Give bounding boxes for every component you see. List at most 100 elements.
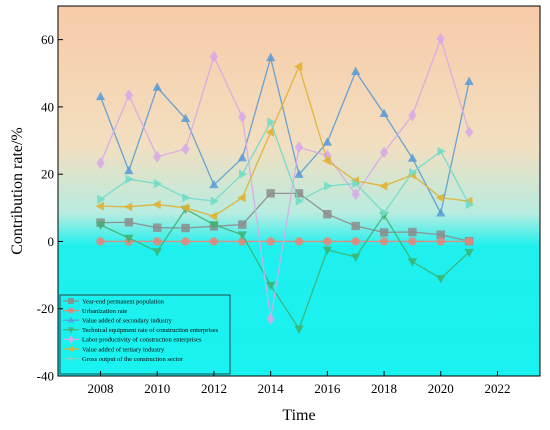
series-5 — [95, 61, 473, 221]
series-line — [100, 64, 470, 217]
data-point — [266, 237, 275, 246]
data-point — [181, 143, 190, 155]
data-point — [436, 237, 445, 246]
data-point — [209, 50, 219, 63]
x-tick-label: 2022 — [484, 381, 510, 396]
data-point — [379, 237, 389, 246]
data-point — [266, 52, 276, 62]
data-point — [351, 66, 361, 75]
data-point — [152, 199, 161, 210]
data-point — [352, 178, 361, 189]
data-point — [96, 237, 105, 246]
data-point — [152, 248, 162, 257]
legend-label: Technical equipment rate of construction… — [82, 327, 219, 334]
data-point — [266, 281, 276, 291]
series-line — [99, 36, 470, 319]
legend-marker — [68, 307, 74, 314]
legend-item: Gross output of the construction sector — [63, 355, 184, 363]
data-point — [208, 211, 218, 221]
x-tick-label: 2014 — [258, 381, 285, 396]
data-point — [95, 221, 106, 231]
legend-marker — [67, 316, 75, 323]
data-point — [209, 221, 219, 230]
x-tick-label: 2008 — [88, 381, 114, 396]
data-point — [96, 157, 105, 169]
data-point — [295, 196, 305, 206]
x-tick-label: 2020 — [428, 381, 454, 396]
data-point — [379, 108, 389, 117]
data-point — [435, 193, 445, 203]
data-point — [293, 61, 303, 72]
data-point — [237, 231, 247, 240]
data-point — [408, 237, 417, 246]
data-point — [123, 202, 133, 212]
y-tick-label: 20 — [41, 167, 54, 182]
data-point — [152, 82, 162, 91]
data-point — [153, 178, 163, 189]
legend-label: Gross output of the construction sector — [82, 356, 184, 363]
y-tick-label: 60 — [41, 32, 54, 47]
data-point — [294, 141, 304, 154]
data-point — [180, 113, 191, 123]
data-point — [437, 146, 446, 156]
data-point — [323, 210, 332, 219]
legend: Year-end permanent population Urbanizatio… — [59, 294, 231, 375]
legend-marker — [68, 298, 74, 304]
series-line — [100, 192, 470, 242]
data-point — [436, 275, 446, 284]
data-point — [322, 156, 331, 166]
legend-label: Labor productivity of construction enter… — [82, 337, 202, 344]
legend-box — [59, 294, 231, 375]
data-point — [180, 203, 189, 213]
legend-label: Value added of tertiary industry — [82, 346, 165, 353]
data-point — [380, 208, 390, 218]
series-layer — [95, 32, 475, 334]
data-point — [97, 194, 106, 205]
data-point — [153, 223, 162, 232]
data-point — [379, 146, 389, 159]
legend-marker — [67, 345, 74, 353]
legend-item: Value added of tertiary industry — [63, 345, 165, 353]
data-point — [407, 258, 418, 267]
data-point — [323, 237, 332, 246]
legend-marker — [68, 355, 75, 362]
legend-item: Value added of secondary industry — [63, 316, 173, 325]
data-point — [124, 218, 134, 227]
data-point — [124, 234, 134, 244]
legend-label: Year-end permanent population — [82, 298, 165, 305]
data-point — [294, 325, 304, 334]
x-tick-label: 2010 — [144, 381, 170, 396]
data-point — [266, 189, 275, 198]
data-point — [379, 228, 389, 237]
data-point — [322, 137, 332, 146]
legend-item: Urbanization rate — [63, 307, 127, 315]
data-point — [464, 248, 474, 258]
legend-item: Technical equipment rate of construction… — [63, 327, 219, 334]
series-4 — [96, 32, 474, 325]
data-point — [209, 237, 219, 246]
data-point — [294, 237, 304, 246]
legend-label: Value added of secondary industry — [82, 318, 173, 325]
data-point — [124, 165, 134, 175]
y-tick-label: -40 — [37, 369, 54, 384]
y-tick-label: -20 — [37, 301, 54, 316]
data-point — [294, 169, 304, 178]
series-line — [100, 208, 470, 331]
data-point — [267, 117, 276, 127]
data-point — [464, 126, 474, 139]
data-point — [351, 237, 360, 246]
legend-label: Urbanization rate — [82, 308, 127, 315]
legend-item: Labor productivity of construction enter… — [63, 335, 202, 344]
data-point — [351, 188, 360, 201]
data-point — [125, 174, 134, 184]
x-tick-label: 2016 — [314, 381, 341, 396]
data-point — [265, 127, 275, 137]
data-point — [181, 223, 190, 233]
data-point — [436, 208, 446, 217]
axis-layer: -40 -20 0 20 40 60 2008 2010 2012 2014 2016 2018 202… — [37, 5, 541, 396]
series-line — [100, 120, 470, 214]
data-point — [465, 199, 475, 210]
data-point — [408, 227, 417, 237]
data-point — [238, 220, 247, 229]
